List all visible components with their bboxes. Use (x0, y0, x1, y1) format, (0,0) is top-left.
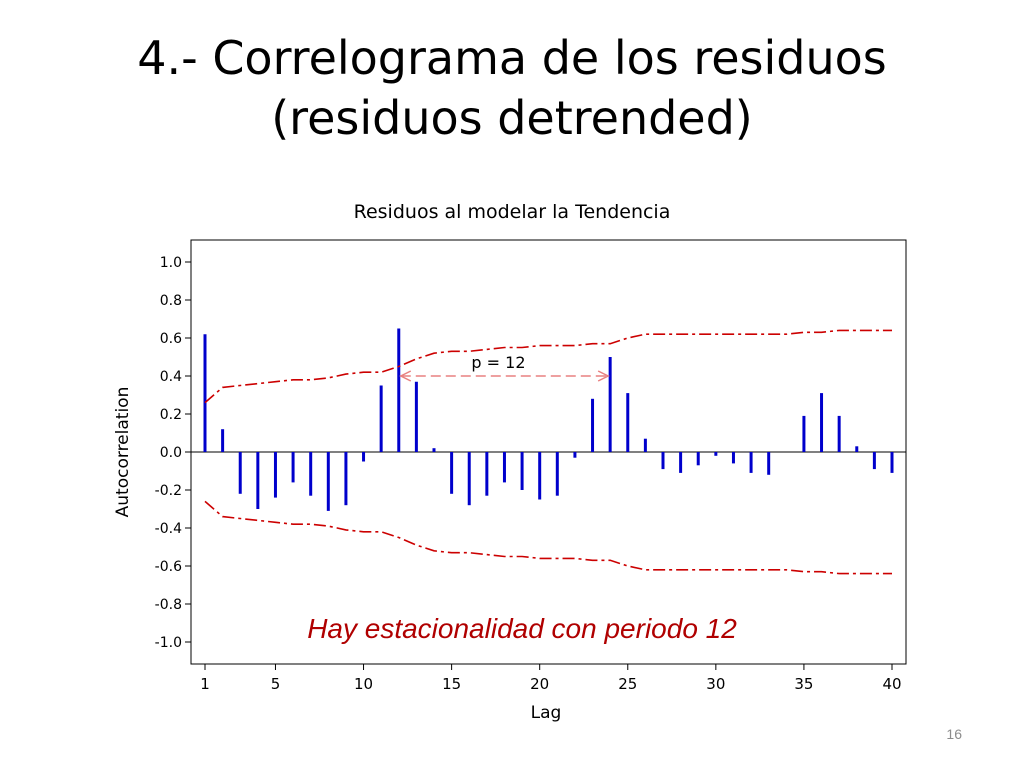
x-tick-label: 20 (530, 675, 549, 693)
y-axis: 1.0 0.8 0.6 0.4 0.2 0.0 -0.2 -0.4 -0.6 -0.8 -1.0 (155, 255, 191, 651)
x-tick-label: 30 (706, 675, 725, 693)
x-axis-label: Lag (531, 703, 562, 723)
slide-title: 4.- Correlograma de los residuos (residu… (0, 28, 1024, 148)
x-tick-label: 35 (794, 675, 813, 693)
x-tick-label: 10 (354, 675, 373, 693)
y-tick-label: -0.2 (155, 483, 182, 499)
y-tick-label: 1.0 (160, 255, 182, 271)
y-tick-label: 0.0 (160, 445, 182, 461)
period-label: p = 12 (471, 353, 525, 372)
x-tick-label: 40 (882, 675, 901, 693)
period-arrow-head-right (597, 370, 610, 382)
chart-title: Residuos al modelar la Tendencia (354, 201, 671, 223)
x-tick-label: 5 (271, 675, 281, 693)
y-tick-label: -1.0 (155, 635, 182, 651)
y-tick-label: -0.8 (155, 597, 182, 613)
slide-title-line-2: (residuos detrended) (271, 91, 753, 145)
plot-frame (190, 239, 907, 665)
y-tick-label: 0.6 (160, 331, 182, 347)
y-axis-label: Autocorrelation (113, 387, 133, 518)
confidence-limits (204, 329, 892, 575)
lower-confidence-limit (204, 500, 892, 575)
y-tick-label: -0.4 (155, 521, 182, 537)
x-tick-label: 25 (618, 675, 637, 693)
acf-bars (203, 328, 894, 511)
seasonality-note: Hay estacionalidad con periodo 12 (307, 613, 737, 644)
y-tick-label: -0.6 (155, 559, 182, 575)
annotations: p = 12 Hay estacionalidad con periodo 12 (307, 353, 737, 644)
upper-confidence-limit (204, 329, 892, 404)
y-tick-label: 0.4 (160, 369, 182, 385)
x-axis: 1 5 10 15 20 25 30 35 40 (200, 664, 902, 693)
period-arrow-head-left (399, 370, 412, 382)
y-tick-label: 0.2 (160, 407, 182, 423)
x-tick-label: 15 (442, 675, 461, 693)
y-tick-label: 0.8 (160, 293, 182, 309)
page-number: 16 (946, 726, 962, 742)
slide-title-line-1: 4.- Correlograma de los residuos (137, 31, 887, 85)
x-tick-label: 1 (200, 675, 210, 693)
